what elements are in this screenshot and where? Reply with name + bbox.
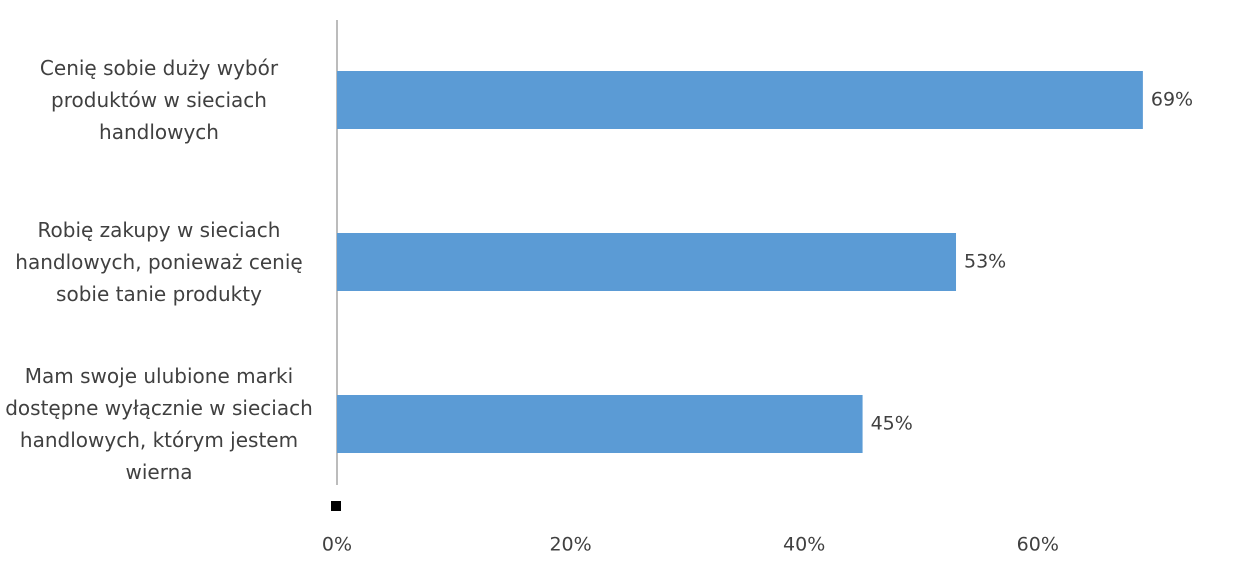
category-label: Cenię sobie duży wybór produktów w sieci… bbox=[39, 56, 279, 144]
x-tick-label: 40% bbox=[783, 534, 825, 556]
category-label: Robię zakupy w sieciach handlowych, poni… bbox=[15, 218, 303, 306]
x-tick-label: 60% bbox=[1017, 534, 1059, 556]
data-label: 45% bbox=[871, 413, 913, 435]
data-label: 69% bbox=[1151, 89, 1193, 111]
axis-marker bbox=[331, 501, 341, 511]
bar bbox=[337, 395, 863, 453]
data-label: 53% bbox=[964, 251, 1006, 273]
x-tick-label: 20% bbox=[549, 534, 591, 556]
bar bbox=[337, 71, 1143, 129]
bar bbox=[337, 233, 957, 291]
category-label: Mam swoje ulubione marki dostępne wyłącz… bbox=[5, 364, 313, 484]
x-tick-label: 0% bbox=[322, 534, 352, 556]
